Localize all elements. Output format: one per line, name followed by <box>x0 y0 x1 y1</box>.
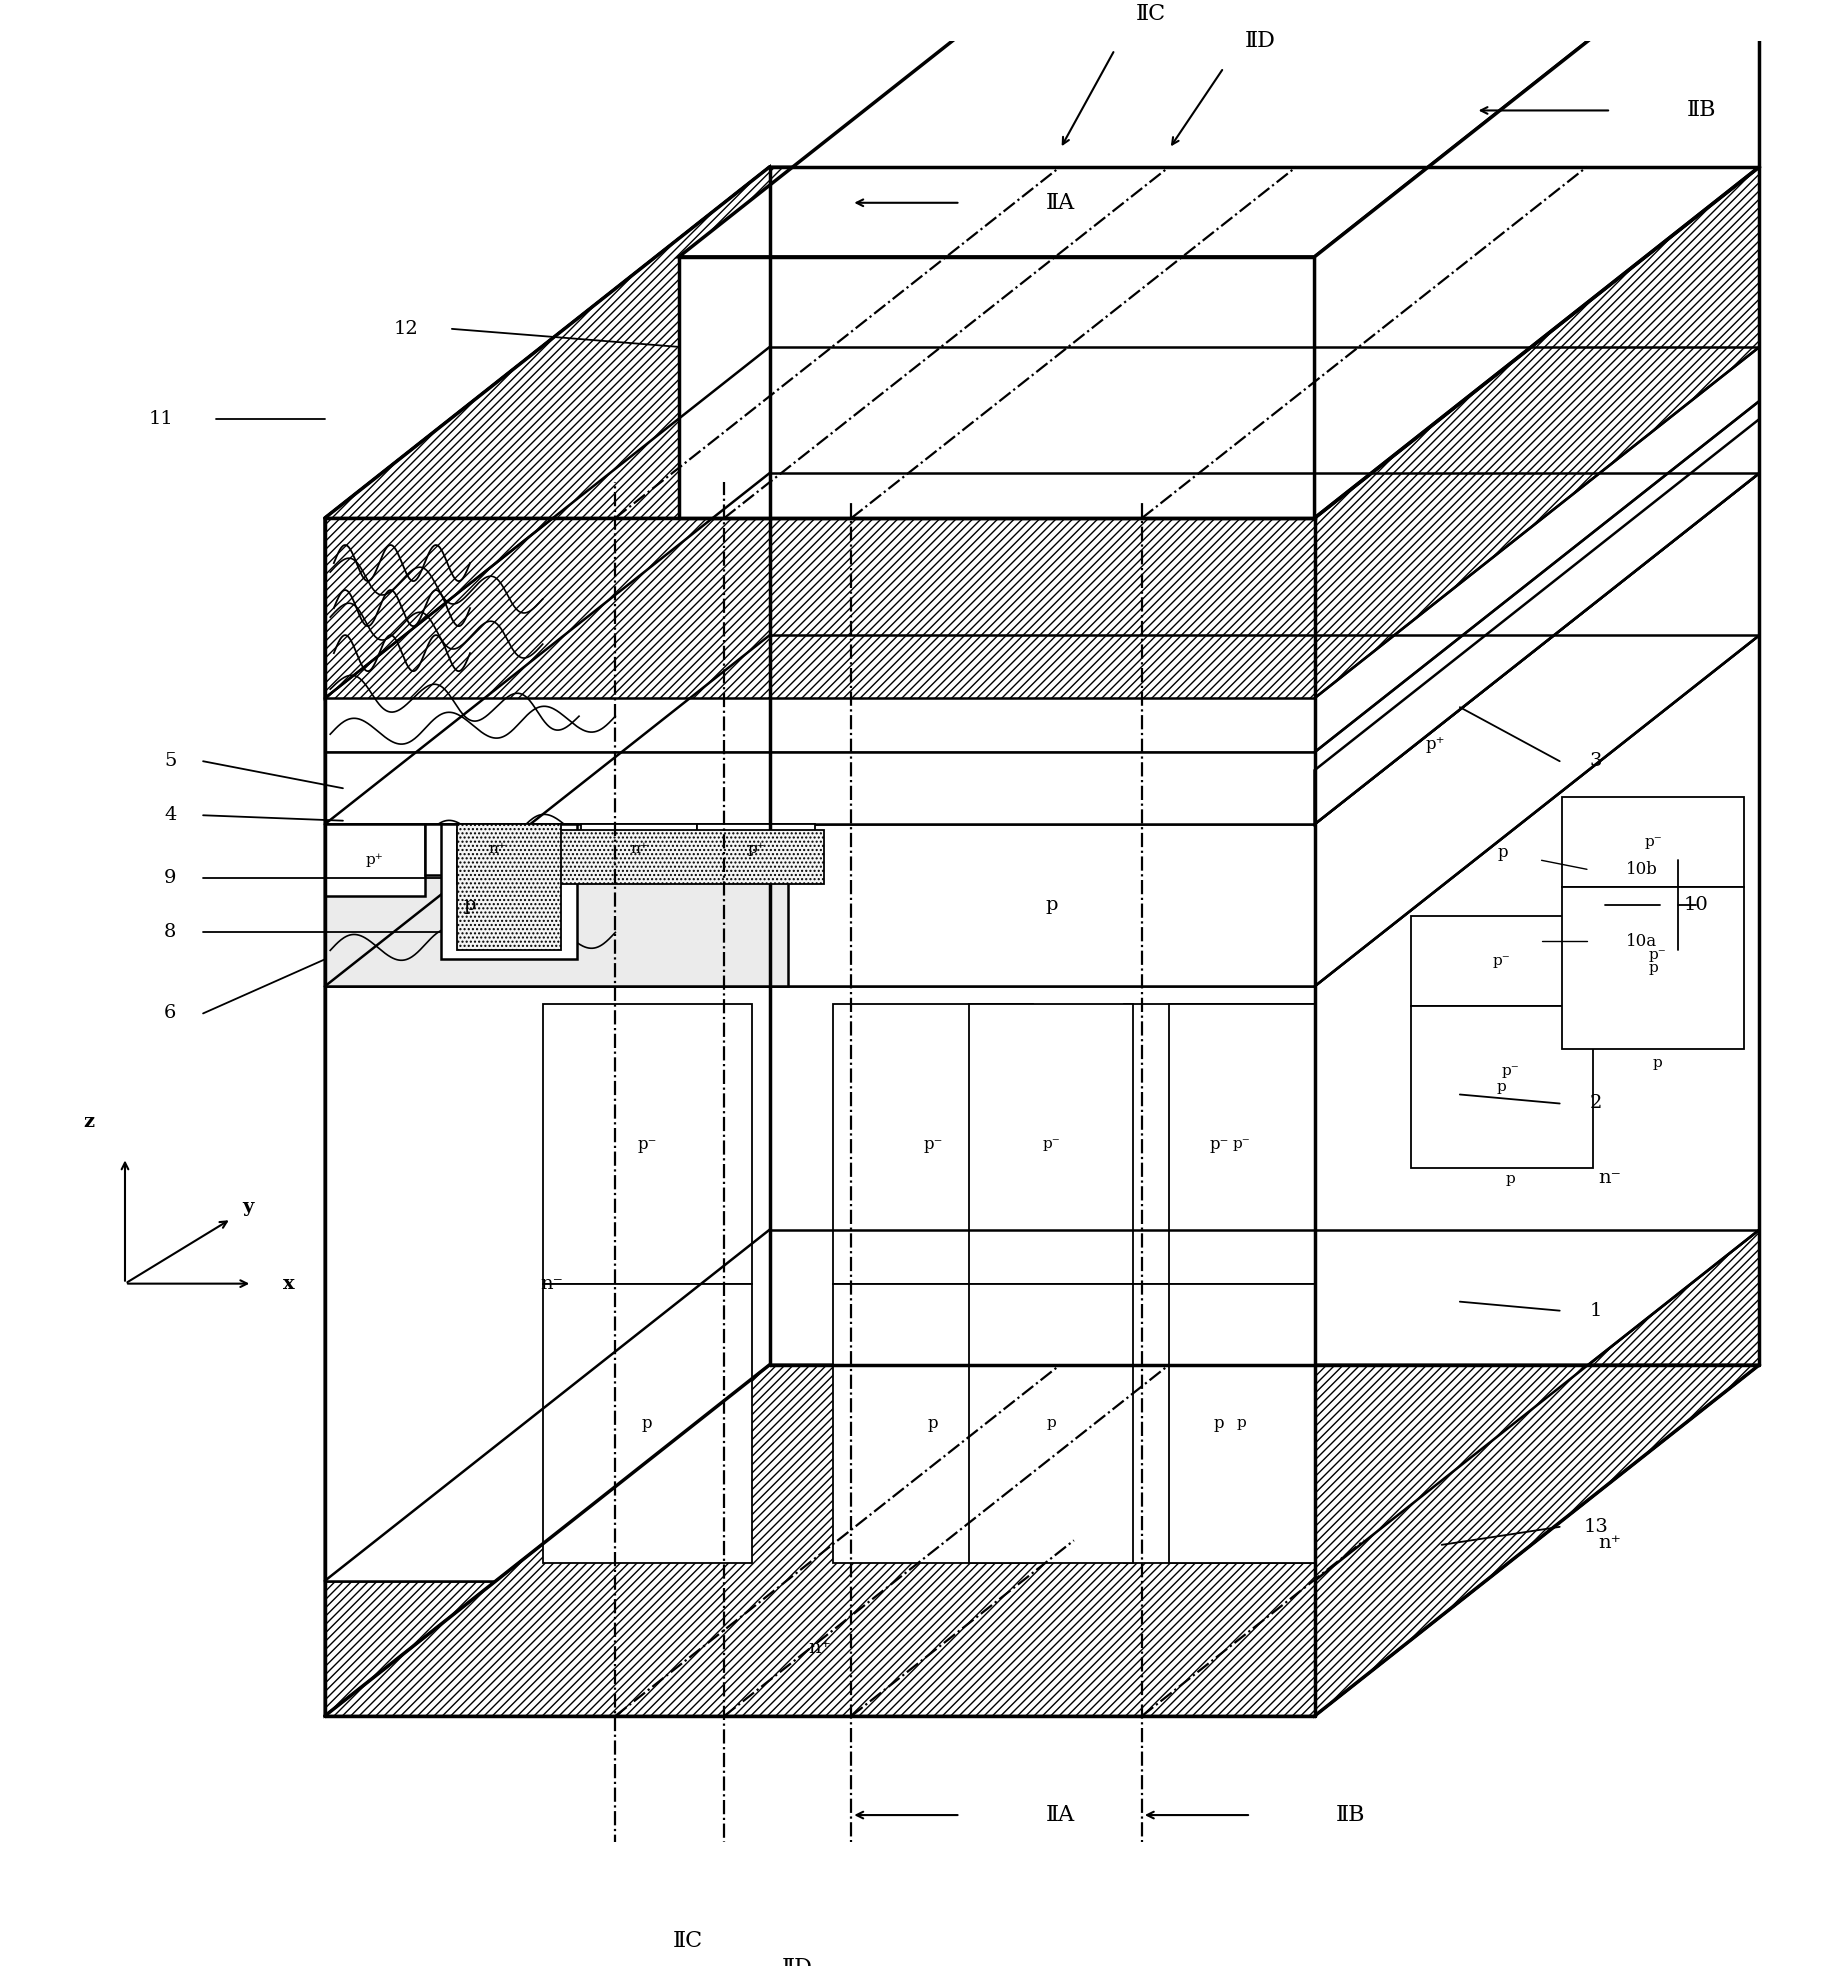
Polygon shape <box>1124 1005 1314 1284</box>
Text: p⁻: p⁻ <box>1233 1136 1250 1150</box>
Polygon shape <box>1314 401 1759 824</box>
Text: p⁺: p⁺ <box>1426 735 1446 753</box>
Text: p: p <box>642 1416 653 1431</box>
Text: p⁺: p⁺ <box>366 853 384 867</box>
Text: p⁻: p⁻ <box>924 1136 942 1152</box>
Polygon shape <box>1563 887 1744 1048</box>
Polygon shape <box>580 824 697 875</box>
Polygon shape <box>1314 635 1759 1581</box>
Text: p: p <box>463 896 476 914</box>
Polygon shape <box>324 167 770 1716</box>
Polygon shape <box>1314 1229 1759 1716</box>
Text: p: p <box>1497 843 1508 861</box>
Polygon shape <box>324 1364 1759 1716</box>
Polygon shape <box>1411 1007 1592 1168</box>
Text: 3: 3 <box>1590 753 1603 771</box>
Text: ⅡA: ⅡA <box>1045 193 1074 214</box>
Polygon shape <box>970 1005 1133 1284</box>
Text: ⅡB: ⅡB <box>1687 100 1717 122</box>
Text: p⁺: p⁺ <box>747 843 765 857</box>
Polygon shape <box>1563 796 1744 887</box>
Text: 10: 10 <box>1684 896 1707 914</box>
Text: ⅡD: ⅡD <box>781 1958 813 1966</box>
Text: 5: 5 <box>165 753 176 771</box>
Text: 6: 6 <box>165 1005 176 1022</box>
Polygon shape <box>544 1005 752 1284</box>
Polygon shape <box>324 167 770 698</box>
Polygon shape <box>324 824 1314 987</box>
Polygon shape <box>324 517 1314 698</box>
Polygon shape <box>1411 916 1592 1007</box>
Text: 9: 9 <box>165 869 178 887</box>
Polygon shape <box>833 1005 1034 1284</box>
Text: p: p <box>928 1416 939 1431</box>
Text: ⅡA: ⅡA <box>1045 1805 1074 1826</box>
Text: ⅡC: ⅡC <box>673 1931 703 1952</box>
Polygon shape <box>679 258 1314 517</box>
Polygon shape <box>697 824 814 875</box>
Text: p: p <box>1652 1056 1662 1070</box>
Polygon shape <box>324 824 789 987</box>
Polygon shape <box>1124 1284 1314 1563</box>
Polygon shape <box>324 753 1314 824</box>
Polygon shape <box>324 987 1314 1581</box>
Text: 10a: 10a <box>1625 934 1656 950</box>
Text: x: x <box>282 1274 295 1292</box>
Text: p⁻: p⁻ <box>1210 1136 1230 1152</box>
Polygon shape <box>833 1284 1034 1563</box>
Text: 10b: 10b <box>1625 861 1658 877</box>
Text: p: p <box>1649 961 1658 975</box>
Text: 4: 4 <box>165 806 176 824</box>
Text: 11: 11 <box>148 411 174 429</box>
Polygon shape <box>970 1284 1133 1563</box>
Text: p⁻: p⁻ <box>637 1136 657 1152</box>
Text: p⁻: p⁻ <box>1043 1136 1060 1150</box>
Text: p: p <box>1497 1079 1506 1095</box>
Polygon shape <box>1169 1284 1314 1563</box>
Polygon shape <box>324 698 1314 753</box>
Text: n⁺: n⁺ <box>489 843 507 857</box>
Text: p⁻: p⁻ <box>1643 836 1662 849</box>
Polygon shape <box>1314 167 1759 698</box>
Polygon shape <box>1314 474 1759 987</box>
Text: p⁻: p⁻ <box>1493 954 1510 967</box>
Text: p: p <box>1237 1416 1246 1429</box>
Text: n⁺: n⁺ <box>630 843 648 857</box>
Text: ⅡB: ⅡB <box>1336 1805 1365 1826</box>
Polygon shape <box>679 0 1759 258</box>
Polygon shape <box>1169 1005 1314 1284</box>
Polygon shape <box>324 1581 1314 1716</box>
Text: ⅡC: ⅡC <box>1136 2 1166 26</box>
Text: p: p <box>1213 1416 1224 1431</box>
Text: p: p <box>1045 896 1058 914</box>
Polygon shape <box>425 824 569 875</box>
Polygon shape <box>544 1284 752 1563</box>
Text: y: y <box>242 1197 253 1215</box>
Text: n⁻: n⁻ <box>540 1274 564 1292</box>
Polygon shape <box>770 167 1759 1364</box>
Text: n⁺: n⁺ <box>809 1640 831 1657</box>
Text: p: p <box>1506 1172 1515 1185</box>
Polygon shape <box>1314 0 1759 517</box>
Polygon shape <box>324 824 425 896</box>
Polygon shape <box>1314 419 1759 824</box>
Text: p⁻: p⁻ <box>1649 948 1665 961</box>
Text: p: p <box>1047 1416 1056 1429</box>
Text: 13: 13 <box>1583 1518 1609 1535</box>
Polygon shape <box>458 824 560 950</box>
Text: ⅡD: ⅡD <box>1244 29 1276 51</box>
Text: n⁺: n⁺ <box>1598 1533 1621 1551</box>
Text: 8: 8 <box>165 924 176 942</box>
Polygon shape <box>324 167 1759 517</box>
Polygon shape <box>458 830 824 885</box>
Text: 12: 12 <box>393 320 419 338</box>
Text: 1: 1 <box>1590 1301 1603 1319</box>
Text: 2: 2 <box>1590 1095 1603 1113</box>
Polygon shape <box>441 824 576 959</box>
Text: p⁻: p⁻ <box>1501 1064 1519 1077</box>
Text: n⁻: n⁻ <box>1598 1170 1621 1187</box>
Text: z: z <box>82 1113 93 1130</box>
